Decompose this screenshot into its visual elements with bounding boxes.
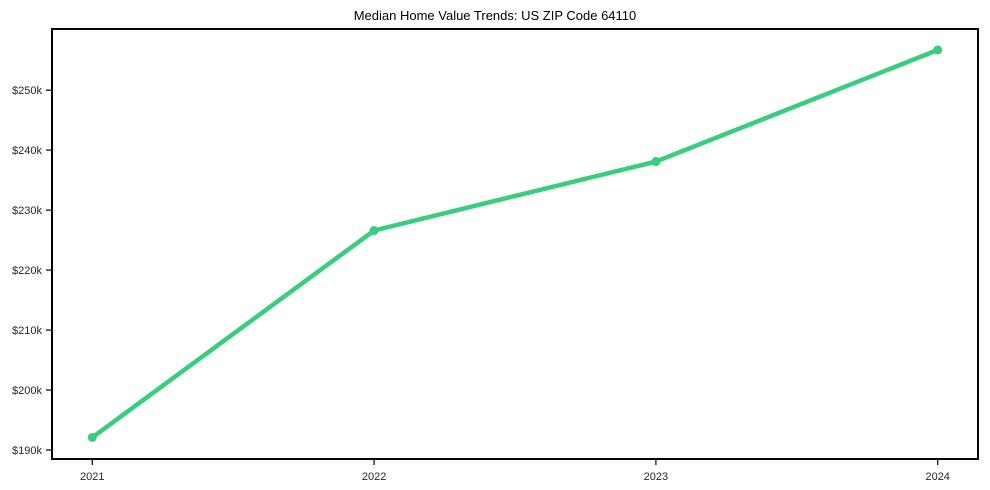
y-tick-label: $250k [12, 85, 42, 97]
trend-line [90, 47, 940, 440]
plot-border [51, 28, 979, 460]
y-tick-label: $200k [12, 385, 42, 397]
data-point-marker [369, 226, 379, 236]
x-tick-label: 2023 [644, 471, 668, 483]
y-tick-label: $210k [12, 325, 42, 337]
x-tick-label: 2022 [362, 471, 386, 483]
y-tick-label: $240k [12, 145, 42, 157]
y-tick-label: $190k [12, 445, 42, 457]
y-tick-label: $220k [12, 265, 42, 277]
data-point-marker [933, 45, 943, 55]
y-tick-label: $230k [12, 205, 42, 217]
data-point-marker [651, 157, 661, 167]
data-point-marker [87, 432, 97, 442]
x-tick-label: 2021 [80, 471, 104, 483]
x-tick-label: 2024 [925, 471, 949, 483]
chart-title: Median Home Value Trends: US ZIP Code 64… [353, 8, 637, 23]
